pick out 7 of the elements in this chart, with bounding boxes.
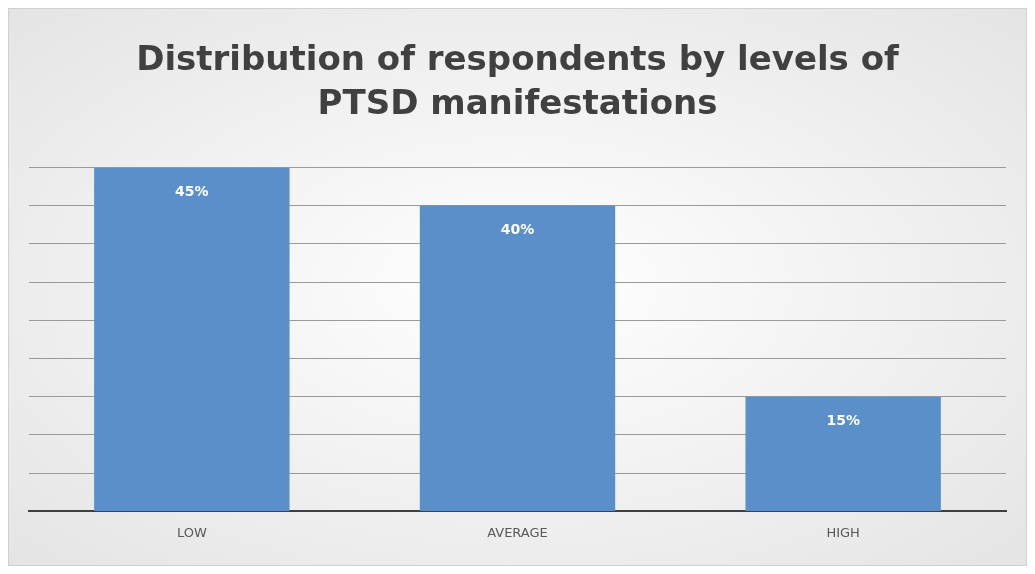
data-label: 15% xyxy=(826,412,860,429)
chart-title: Distribution of respondents by levels of PTSD manifestations xyxy=(136,37,901,123)
data-label: 45% xyxy=(175,183,209,200)
x-tick-label: AVERAGE xyxy=(487,524,548,540)
x-tick-label: HIGH xyxy=(826,524,860,540)
x-tick-label: LOW xyxy=(176,524,207,540)
data-label: 40% xyxy=(500,221,535,238)
